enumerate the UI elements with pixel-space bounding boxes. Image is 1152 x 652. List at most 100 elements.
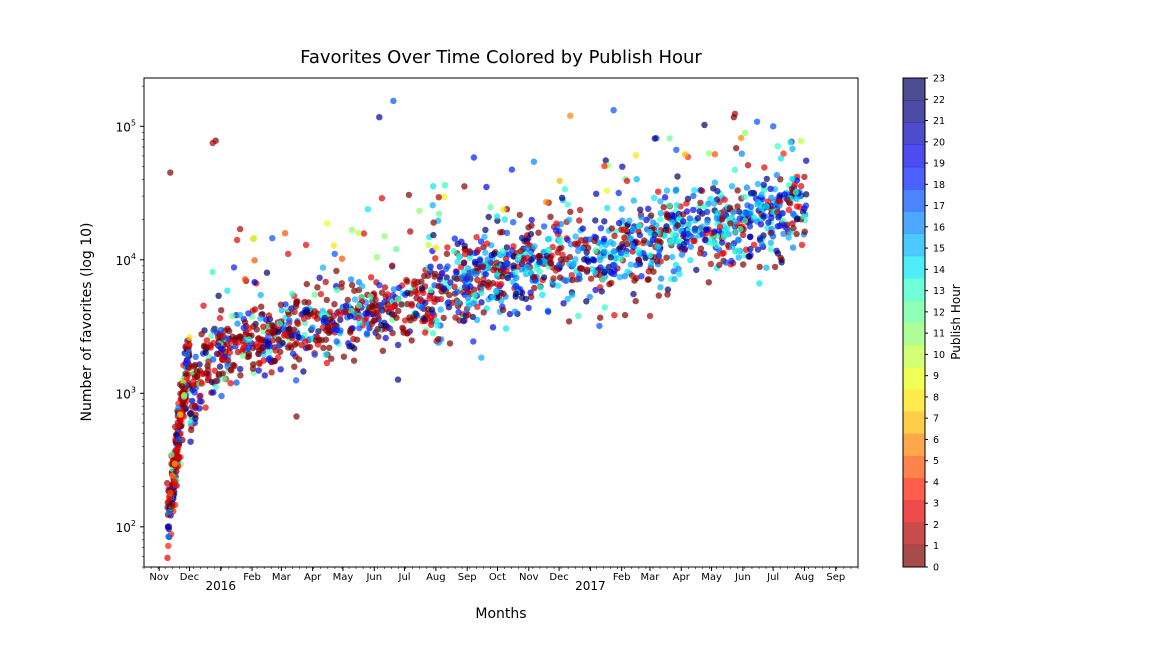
- data-point: [180, 393, 188, 400]
- colorbar-tick-label: 22: [933, 95, 945, 106]
- data-point: [286, 317, 293, 324]
- data-point: [721, 196, 728, 203]
- data-point: [294, 320, 302, 328]
- data-point: [198, 331, 205, 338]
- data-point: [461, 242, 468, 249]
- data-point: [316, 274, 323, 281]
- data-point: [758, 191, 765, 198]
- data-point: [263, 269, 271, 276]
- colorbar-tick-label: 7: [933, 414, 939, 425]
- data-point: [295, 356, 303, 363]
- data-point: [435, 282, 442, 290]
- data-point: [720, 249, 727, 257]
- data-point: [421, 272, 428, 280]
- data-point: [716, 261, 723, 269]
- data-point: [489, 324, 497, 331]
- data-point: [471, 258, 479, 265]
- data-point: [780, 230, 787, 237]
- data-point: [408, 337, 415, 344]
- data-point: [364, 206, 371, 213]
- data-point: [451, 283, 458, 290]
- data-point: [732, 228, 739, 236]
- data-point: [750, 241, 758, 248]
- data-point: [531, 243, 538, 250]
- data-point: [344, 296, 351, 304]
- data-point: [650, 194, 658, 201]
- data-point: [167, 169, 174, 176]
- data-point: [171, 460, 178, 467]
- data-point: [680, 211, 687, 218]
- data-point: [725, 231, 732, 238]
- data-point: [668, 253, 676, 261]
- data-point: [245, 325, 253, 332]
- data-point: [616, 274, 623, 281]
- data-point: [698, 187, 706, 194]
- data-point: [174, 444, 182, 451]
- data-point: [775, 197, 782, 205]
- y-tick-label: 105: [116, 118, 136, 134]
- data-point: [261, 372, 268, 379]
- data-point: [203, 337, 211, 344]
- data-point: [763, 264, 770, 271]
- data-point: [237, 311, 244, 319]
- data-point: [530, 158, 538, 165]
- data-point: [489, 294, 496, 301]
- data-point: [754, 198, 762, 206]
- data-point: [773, 171, 781, 179]
- data-point: [435, 335, 442, 343]
- data-point: [446, 291, 453, 299]
- data-point: [374, 325, 381, 333]
- data-point: [485, 213, 492, 221]
- data-point: [394, 296, 402, 303]
- data-point: [801, 173, 808, 181]
- data-point: [441, 279, 448, 286]
- data-point: [384, 301, 391, 308]
- data-point: [704, 219, 711, 226]
- data-point: [620, 226, 627, 234]
- data-point: [577, 237, 585, 244]
- data-point: [728, 257, 735, 265]
- data-point: [693, 266, 700, 274]
- data-point: [524, 245, 531, 252]
- data-point: [600, 235, 608, 243]
- colorbar-segment: [903, 455, 925, 479]
- data-point: [314, 315, 321, 322]
- data-point: [483, 240, 491, 247]
- data-point: [430, 219, 437, 226]
- data-point: [684, 230, 692, 238]
- data-point: [362, 310, 369, 317]
- data-point: [599, 276, 607, 283]
- data-point: [708, 230, 716, 237]
- x-tick-label: Aug: [426, 572, 446, 583]
- data-point: [425, 241, 432, 249]
- data-point: [754, 246, 762, 253]
- data-point: [591, 237, 598, 245]
- data-point: [647, 252, 654, 259]
- data-point: [714, 187, 721, 195]
- data-point: [260, 328, 267, 335]
- data-point: [737, 134, 745, 142]
- colorbar-tick-label: 4: [933, 477, 939, 488]
- colorbar-tick-label: 1: [933, 541, 939, 552]
- data-point: [663, 213, 671, 221]
- data-point: [182, 360, 189, 367]
- data-point: [466, 248, 473, 255]
- data-point: [454, 299, 462, 306]
- data-point: [445, 304, 453, 311]
- data-point: [266, 348, 273, 355]
- data-point: [430, 231, 437, 239]
- data-point: [453, 288, 461, 296]
- data-point: [377, 301, 384, 309]
- y-axis: 102 103 104 105: [116, 85, 144, 568]
- data-point: [383, 305, 390, 313]
- data-point: [319, 264, 327, 271]
- data-point: [378, 289, 386, 296]
- data-point: [390, 97, 397, 105]
- data-point: [674, 173, 681, 180]
- data-point: [395, 307, 402, 315]
- data-point: [576, 275, 583, 282]
- data-point: [735, 236, 742, 243]
- colorbar-tick-label: 19: [933, 159, 945, 170]
- data-point: [209, 139, 216, 147]
- data-point: [669, 231, 677, 238]
